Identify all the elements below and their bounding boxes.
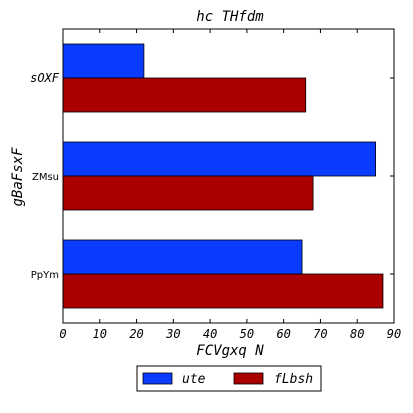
legend: ute fLbsh bbox=[136, 365, 322, 392]
legend-swatch-flbsh bbox=[233, 372, 264, 385]
x-tick-label: 50 bbox=[240, 327, 254, 341]
plot-frame bbox=[62, 28, 395, 324]
bar-flbsh-ppym bbox=[62, 273, 384, 309]
x-tick-label: 70 bbox=[313, 327, 327, 341]
x-tick-label: 40 bbox=[203, 327, 217, 341]
plot-area: PpYm ZMsu sOXF 0 10 20 30 40 50 60 70 80 90 bbox=[30, 28, 401, 341]
legend-frame bbox=[136, 365, 322, 392]
x-tick-label: 60 bbox=[276, 327, 290, 341]
legend-swatch-ute bbox=[142, 372, 173, 385]
x-tick-label: 0 bbox=[59, 327, 66, 341]
x-tick-label: 80 bbox=[350, 327, 364, 341]
legend-label-ute: ute bbox=[182, 372, 206, 387]
chart-title: hc THfdm bbox=[196, 9, 264, 25]
y-tick-label-soxf: sOXF bbox=[30, 71, 60, 85]
x-tick-label: 90 bbox=[387, 327, 401, 341]
x-axis-label: FCVgxq N bbox=[196, 343, 264, 359]
bar-ute-ppym bbox=[62, 239, 303, 275]
y-tick-label-zmsu: ZMsu bbox=[32, 172, 59, 183]
y-tick-label-ppym: PpYm bbox=[31, 270, 59, 281]
legend-label-flbsh: fLbsh bbox=[274, 372, 313, 387]
bar-ute-soxf bbox=[62, 43, 145, 79]
bar-ute-zmsu bbox=[62, 141, 377, 177]
x-tick-label: 30 bbox=[165, 327, 180, 341]
bar-flbsh-soxf bbox=[62, 77, 307, 113]
x-tick-label: 10 bbox=[93, 327, 107, 341]
y-axis-label: gBaFsxF bbox=[10, 147, 26, 207]
x-tick-label: 20 bbox=[129, 327, 143, 341]
bar-flbsh-zmsu bbox=[62, 175, 314, 211]
